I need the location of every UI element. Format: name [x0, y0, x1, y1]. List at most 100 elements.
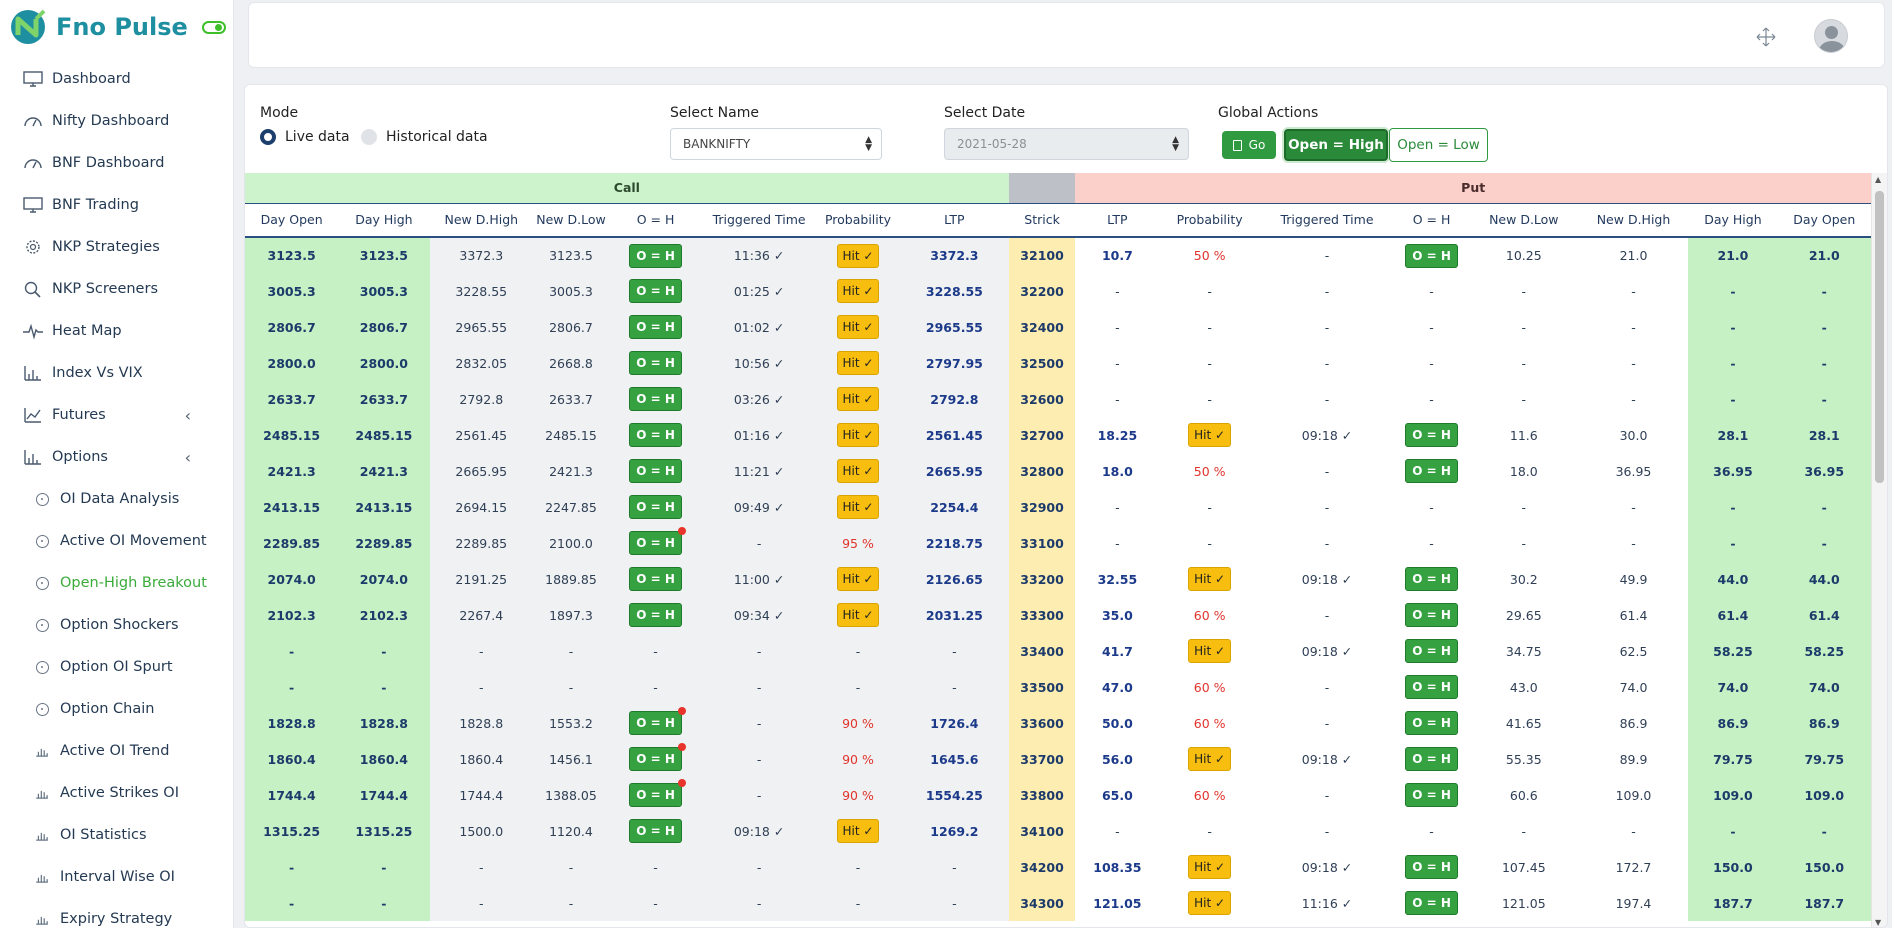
vertical-scrollbar[interactable]: ▲ ▼ — [1871, 173, 1887, 927]
hit-badge[interactable]: Hit ✓ — [1188, 747, 1232, 771]
sidebar-subitem-expiry-strategy[interactable]: Expiry Strategy — [0, 898, 233, 928]
brand[interactable]: Fno Pulse — [0, 0, 233, 54]
column-header[interactable]: Probability — [815, 202, 901, 238]
table-row[interactable]: 2806.7 2806.7 2965.55 2806.7 O = H 01:02 ✓ Hit… — [245, 309, 1871, 345]
oh-badge[interactable]: O = H — [1405, 603, 1458, 627]
table-row[interactable]: 3005.3 3005.3 3228.55 3005.3 O = H 01:25 ✓ Hit… — [245, 273, 1871, 309]
sidebar-subitem-open-high-breakout[interactable]: Open-High Breakout — [0, 562, 233, 604]
hit-badge[interactable]: Hit ✓ — [836, 567, 880, 591]
oh-badge[interactable]: O = H — [629, 279, 682, 303]
column-header[interactable]: Triggered Time — [702, 202, 816, 238]
table-row[interactable]: 2421.3 2421.3 2665.95 2421.3 O = H 11:21 ✓ Hit… — [245, 453, 1871, 489]
table-row[interactable]: - - - - - - - -34200 108.35 Hit ✓ 09:18 ✓ O = H 107.… — [245, 849, 1871, 885]
oh-badge[interactable]: O = H — [629, 779, 686, 807]
column-header[interactable]: Day Open — [1777, 202, 1871, 238]
hit-badge[interactable]: Hit ✓ — [836, 279, 880, 303]
oh-badge[interactable]: O = H — [629, 743, 686, 771]
table-row[interactable]: 2485.15 2485.15 2561.45 2485.15 O = H 01:16 ✓… — [245, 417, 1871, 453]
table-row[interactable]: 2289.85 2289.85 2289.85 2100.0 O = H -95 % 221… — [245, 525, 1871, 561]
table-row[interactable]: 2102.3 2102.3 2267.4 1897.3 O = H 09:34 ✓ Hit … — [245, 597, 1871, 633]
sidebar-item-dashboard[interactable]: Dashboard — [0, 58, 233, 100]
column-header[interactable]: Triggered Time — [1259, 202, 1395, 238]
oh-badge[interactable]: O = H — [1405, 459, 1458, 483]
hit-badge[interactable]: Hit ✓ — [836, 387, 880, 411]
sidebar-item-index-vs-vix[interactable]: Index Vs VIX — [0, 352, 233, 394]
scrollbar-thumb[interactable] — [1875, 191, 1884, 483]
go-button[interactable]: Go — [1222, 131, 1276, 159]
sidebar-item-heat-map[interactable]: Heat Map — [0, 310, 233, 352]
oh-badge[interactable]: O = H — [1405, 891, 1458, 915]
oh-badge[interactable]: O = H — [1405, 639, 1458, 663]
sidebar-subitem-active-strikes-oi[interactable]: Active Strikes OI — [0, 772, 233, 814]
oh-badge[interactable]: O = H — [1405, 783, 1458, 807]
oh-badge[interactable]: O = H — [1405, 243, 1458, 268]
sidebar-subitem-option-shockers[interactable]: Option Shockers — [0, 604, 233, 646]
hit-badge[interactable]: Hit ✓ — [836, 603, 880, 627]
sidebar-subitem-oi-statistics[interactable]: OI Statistics — [0, 814, 233, 856]
scroll-down-icon[interactable]: ▼ — [1875, 918, 1882, 927]
table-row[interactable]: - - - - - - - -33500 47.0 60 % - O = H 43.0 74.0 74.0 7… — [245, 669, 1871, 705]
column-header[interactable]: O = H — [608, 202, 703, 238]
hit-badge[interactable]: Hit ✓ — [836, 495, 880, 519]
date-select[interactable]: 2021-05-28 ▲ ▼ — [944, 128, 1189, 160]
sidebar-subitem-option-oi-spurt[interactable]: Option OI Spurt — [0, 646, 233, 688]
sidebar-item-nkp-screeners[interactable]: NKP Screeners — [0, 268, 233, 310]
column-header[interactable]: LTP — [1075, 202, 1160, 238]
table-row[interactable]: 2633.7 2633.7 2792.8 2633.7 O = H 03:26 ✓ Hit … — [245, 381, 1871, 417]
hit-badge[interactable]: Hit ✓ — [836, 459, 880, 483]
oh-badge[interactable]: O = H — [629, 495, 682, 519]
sidebar-subitem-option-chain[interactable]: Option Chain — [0, 688, 233, 730]
hit-badge[interactable]: Hit ✓ — [836, 423, 880, 447]
table-row[interactable]: 1315.25 1315.25 1500.0 1120.4 O = H 09:18 ✓ Hi… — [245, 813, 1871, 849]
oh-badge[interactable]: O = H — [1405, 711, 1458, 735]
column-header[interactable]: Probability — [1159, 202, 1260, 238]
column-header[interactable]: New D.High — [429, 202, 534, 238]
oh-badge[interactable]: O = H — [629, 819, 682, 843]
column-header[interactable]: Day High — [338, 202, 430, 238]
oh-badge[interactable]: O = H — [629, 351, 682, 375]
sidebar-subitem-active-oi-movement[interactable]: Active OI Movement — [0, 520, 233, 562]
table-row[interactable]: 2800.0 2800.0 2832.05 2668.8 O = H 10:56 ✓ Hit… — [245, 345, 1871, 381]
oh-badge[interactable]: O = H — [629, 459, 682, 483]
hit-badge[interactable]: Hit ✓ — [1188, 855, 1232, 879]
column-header[interactable]: Day Open — [245, 202, 339, 238]
sidebar-item-options[interactable]: Options ‹ — [0, 436, 233, 478]
sidebar-subitem-oi-data-analysis[interactable]: OI Data Analysis — [0, 478, 233, 520]
oh-badge[interactable]: O = H — [1405, 855, 1458, 879]
hit-badge[interactable]: Hit ✓ — [836, 243, 880, 268]
table-row[interactable]: - - - - - - - -33400 41.7 Hit ✓ 09:18 ✓ O = H 34.75 6… — [245, 633, 1871, 669]
name-select[interactable]: BANKNIFTY ▲ ▼ — [670, 128, 882, 160]
table-row[interactable]: 2074.0 2074.0 2191.25 1889.85 O = H 11:00 ✓ Hi… — [245, 561, 1871, 597]
table-row[interactable]: 3123.5 3123.5 3372.3 3123.5 O = H 11:36 ✓ Hit … — [245, 237, 1871, 273]
oh-badge[interactable]: O = H — [1405, 747, 1458, 771]
avatar[interactable] — [1814, 19, 1848, 53]
oh-badge[interactable]: O = H — [1405, 675, 1458, 699]
oh-badge[interactable]: O = H — [629, 243, 682, 268]
column-header[interactable]: Day High — [1688, 202, 1778, 238]
theme-toggle[interactable] — [201, 20, 226, 34]
column-header[interactable]: O = H — [1394, 202, 1469, 238]
historical-data-radio[interactable]: Historical data — [361, 129, 488, 145]
sidebar-item-nifty-dashboard[interactable]: Nifty Dashboard — [0, 100, 233, 142]
open-low-button[interactable]: Open = Low — [1389, 128, 1488, 162]
oh-badge[interactable]: O = H — [1405, 567, 1458, 591]
fullscreen-icon[interactable] — [1756, 27, 1776, 47]
table-row[interactable]: 1828.8 1828.8 1828.8 1553.2 O = H -90 % 1726.4… — [245, 705, 1871, 741]
hit-badge[interactable]: Hit ✓ — [1188, 567, 1232, 591]
sidebar-subitem-active-oi-trend[interactable]: Active OI Trend — [0, 730, 233, 772]
hit-badge[interactable]: Hit ✓ — [1188, 423, 1232, 447]
hit-badge[interactable]: Hit ✓ — [1188, 639, 1232, 663]
table-row[interactable]: - - - - - - - -34300 121.05 Hit ✓ 11:16 ✓ O = H 121.… — [245, 885, 1871, 921]
column-header[interactable]: New D.High — [1578, 202, 1689, 238]
hit-badge[interactable]: Hit ✓ — [836, 351, 880, 375]
table-row[interactable]: 1860.4 1860.4 1860.4 1456.1 O = H -90 % 1645.6… — [245, 741, 1871, 777]
column-header[interactable]: New D.Low — [533, 202, 609, 238]
chevron-left-icon[interactable]: ‹ — [184, 406, 191, 425]
oh-badge[interactable]: O = H — [629, 707, 686, 735]
sidebar-item-bnf-dashboard[interactable]: BNF Dashboard — [0, 142, 233, 184]
column-header[interactable]: LTP — [900, 202, 1009, 238]
sidebar-item-futures[interactable]: Futures ‹ — [0, 394, 233, 436]
open-high-button[interactable]: Open = High — [1284, 129, 1388, 161]
oh-badge[interactable]: O = H — [1405, 423, 1458, 447]
table-row[interactable]: 1744.4 1744.4 1744.4 1388.05 O = H -90 % 1554.… — [245, 777, 1871, 813]
